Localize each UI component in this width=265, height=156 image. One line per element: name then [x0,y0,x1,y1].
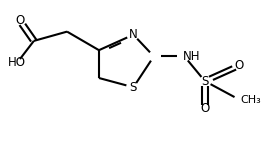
Text: CH₃: CH₃ [241,95,261,105]
Text: S: S [130,81,137,94]
Text: O: O [15,14,24,27]
Text: O: O [235,59,244,72]
Text: S: S [201,75,209,88]
Text: N: N [129,28,138,41]
Text: O: O [200,102,209,115]
Text: NH: NH [183,50,201,63]
Text: HO: HO [8,56,26,69]
